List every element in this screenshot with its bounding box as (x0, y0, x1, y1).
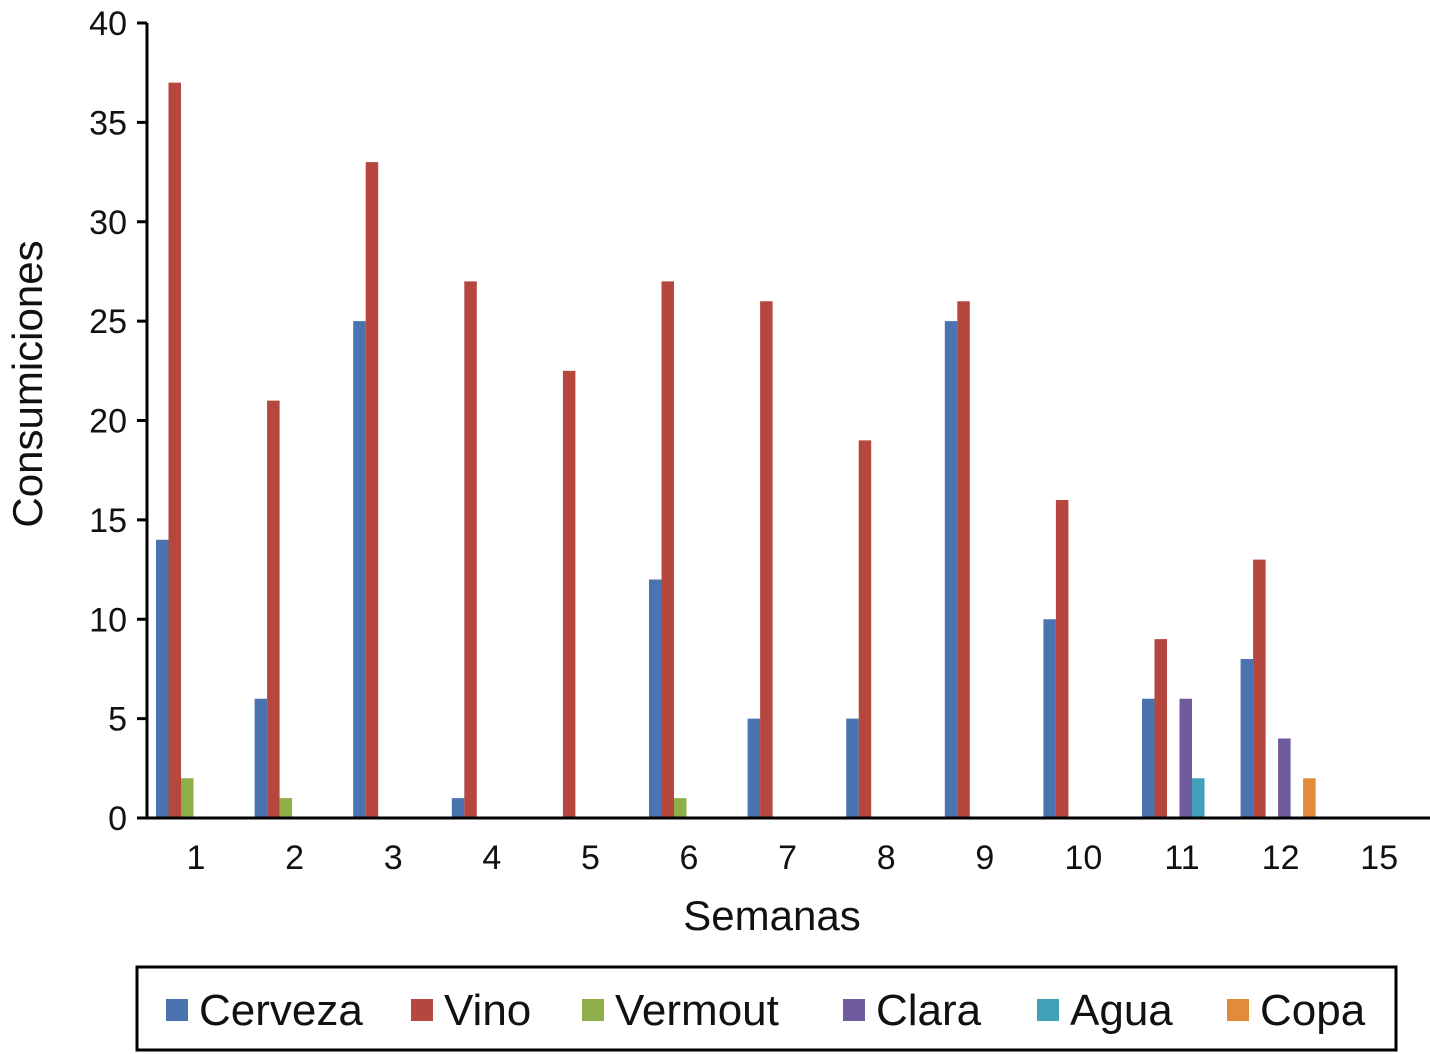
legend-label-clara: Clara (876, 986, 982, 1035)
bar-vino-1 (168, 82, 181, 818)
legend: Cerveza Vino Vermout Clara Agua Copa (166, 986, 1366, 1035)
bar-vino-2 (267, 400, 280, 818)
x-tick-label: 12 (1262, 839, 1300, 877)
y-tick-label: 40 (89, 5, 127, 43)
bars (156, 82, 1316, 818)
bar-clara-11 (1179, 698, 1192, 818)
y-tick-label: 25 (89, 303, 127, 341)
y-tick-label: 0 (108, 800, 127, 838)
bar-cerveza-11 (1142, 698, 1155, 818)
y-tick-label: 35 (89, 104, 127, 142)
legend-label-agua: Agua (1070, 986, 1173, 1035)
bar-vino-8 (858, 440, 872, 818)
legend-label-cerveza: Cerveza (199, 986, 363, 1035)
x-tick-label: 6 (680, 839, 699, 877)
bar-cerveza-6 (649, 579, 662, 818)
bar-clara-12 (1278, 738, 1291, 818)
bar-cerveza-4 (451, 798, 465, 818)
y-tick-label: 10 (89, 601, 127, 639)
legend-box (135, 965, 1398, 1052)
x-tick-label: 9 (975, 839, 994, 877)
bar-vino-9 (957, 301, 970, 818)
x-tick-label: 11 (1164, 839, 1199, 877)
bar-vino-12 (1253, 559, 1266, 818)
y-tick-label: 30 (89, 204, 127, 242)
x-tick-label: 3 (384, 839, 403, 877)
legend-label-copa: Copa (1260, 986, 1366, 1035)
legend-swatch-vermout (582, 999, 604, 1021)
y-tick-label: 20 (89, 403, 127, 441)
bar-cerveza-7 (747, 718, 761, 818)
legend-swatch-vino (411, 999, 433, 1021)
legend-label-vino: Vino (444, 986, 531, 1035)
legend-label-vermout: Vermout (615, 986, 779, 1035)
x-tick-label: 10 (1064, 839, 1102, 877)
bar-cerveza-10 (1043, 619, 1056, 818)
bar-vino-3 (365, 162, 379, 818)
x-tick-label: 5 (581, 839, 600, 877)
x-tick-label: 4 (482, 839, 501, 877)
x-axis-ticks: 1 2 3 4 5 6 7 8 9 10 11 12 15 (187, 839, 1399, 877)
bar-vino-6 (661, 281, 674, 818)
bar-vino-11 (1154, 639, 1167, 818)
legend-swatch-cerveza (166, 999, 188, 1021)
y-tick-label: 5 (108, 701, 127, 739)
y-axis-title: Consumiciones (4, 240, 51, 527)
y-axis-ticks: 0 5 10 15 20 25 30 35 40 (89, 5, 147, 838)
x-axis-title: Semanas (683, 892, 860, 939)
bar-cerveza-1 (156, 539, 169, 818)
x-tick-label: 7 (778, 839, 797, 877)
x-tick-label: 8 (877, 839, 896, 877)
x-tick-label: 15 (1360, 839, 1398, 877)
bar-copa-12 (1303, 778, 1316, 818)
bar-vino-7 (760, 301, 773, 818)
bar-cerveza-3 (353, 321, 366, 818)
bar-vino-4 (464, 281, 477, 818)
legend-swatch-clara (843, 999, 865, 1021)
bar-vino-10 (1055, 500, 1069, 818)
x-tick-label: 1 (187, 839, 206, 877)
bar-cerveza-12 (1240, 659, 1254, 818)
bar-vermout-6 (674, 798, 687, 818)
bar-vermout-2 (279, 798, 293, 818)
y-tick-label: 15 (89, 502, 127, 540)
bar-cerveza-9 (944, 321, 958, 818)
bar-vino-5 (562, 370, 576, 818)
bar-vermout-1 (181, 778, 194, 818)
bar-agua-11 (1192, 778, 1205, 818)
legend-swatch-agua (1037, 999, 1059, 1021)
legend-swatch-copa (1227, 999, 1249, 1021)
bar-cerveza-2 (254, 698, 268, 818)
x-tick-label: 2 (285, 839, 304, 877)
bar-cerveza-8 (846, 718, 859, 818)
